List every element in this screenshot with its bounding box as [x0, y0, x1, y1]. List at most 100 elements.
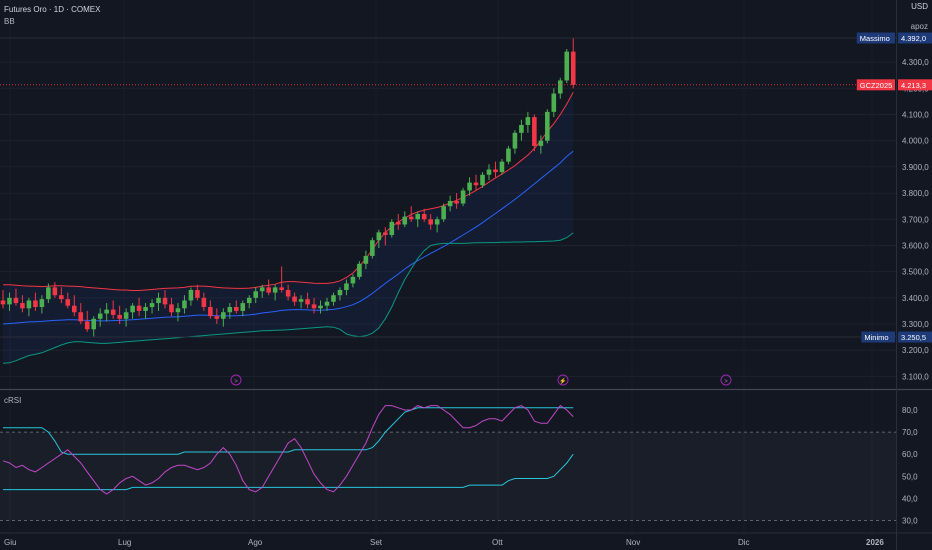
candle: [493, 161, 498, 178]
crsi-background-band: [0, 432, 896, 520]
candle: [149, 299, 155, 314]
candle-body: [7, 297, 12, 305]
candle-body: [20, 303, 25, 309]
candle: [350, 274, 356, 288]
candle-body: [421, 214, 427, 220]
candle: [525, 111, 531, 133]
candle-body: [525, 117, 531, 125]
candle: [305, 292, 310, 309]
time-tick-label: Dic: [738, 538, 750, 547]
candle-body: [65, 299, 71, 306]
candle-body: [570, 51, 576, 85]
candle-body: [519, 124, 524, 133]
candle-body: [117, 314, 122, 319]
currency-label[interactable]: USD: [911, 2, 928, 11]
candle: [532, 114, 537, 152]
candle: [182, 295, 187, 314]
candle: [97, 308, 103, 327]
candle-body: [46, 287, 51, 300]
candle: [110, 300, 116, 319]
chart-title: Futures Oro · 1D · COMEX: [4, 5, 101, 14]
candle: [337, 287, 343, 301]
crsi-tick-label: 50,0: [902, 472, 918, 481]
candle-body: [143, 307, 148, 311]
candle-body: [246, 297, 252, 304]
candle-body: [370, 240, 375, 256]
candle: [84, 310, 90, 332]
candle: [259, 284, 265, 298]
candle: [545, 109, 550, 144]
candle: [383, 227, 388, 246]
candle-body: [227, 307, 233, 313]
candle-body: [26, 300, 32, 309]
indicator-crsi-label[interactable]: cRSI: [4, 396, 22, 405]
price-tick-label: 3.100,0: [902, 372, 929, 381]
candle-body: [0, 300, 6, 305]
event-marker-icon[interactable]: >: [230, 374, 242, 386]
bb-upper-line: [3, 91, 574, 291]
candle-body: [557, 80, 563, 94]
candle-body: [337, 289, 343, 296]
candle-body: [389, 221, 395, 235]
candle: [59, 287, 64, 304]
price-tick-label: 3.200,0: [902, 346, 929, 355]
candle: [208, 300, 213, 319]
candle: [415, 211, 421, 228]
candle: [499, 159, 505, 175]
event-glyph: >: [234, 379, 238, 385]
candle: [402, 211, 408, 228]
candle-body: [33, 300, 38, 308]
candle-body: [493, 169, 498, 173]
candle: [551, 88, 557, 118]
candle-body: [480, 174, 485, 186]
candle: [370, 237, 375, 259]
candle-body: [240, 303, 246, 311]
candle: [467, 177, 472, 196]
candle: [104, 303, 109, 322]
price-axis[interactable]: 4.300,04.200,04.100,04.000,03.900,03.800…: [902, 58, 929, 525]
candle-body: [499, 161, 505, 173]
candle: [169, 297, 174, 317]
time-axis[interactable]: Giu Lug Ago Set Ott Nov Dic 2026: [0, 532, 932, 547]
candle-body: [130, 305, 135, 313]
candle-body: [441, 206, 446, 220]
crsi-pane: [0, 404, 896, 521]
event-markers[interactable]: > ⚡ >: [230, 374, 732, 386]
candle-body: [454, 200, 459, 204]
candle: [0, 289, 6, 309]
candle: [227, 303, 233, 319]
time-tick-label: Lug: [118, 538, 131, 547]
candle-body: [318, 305, 323, 309]
indicator-bb-label[interactable]: BB: [4, 17, 15, 26]
candle: [428, 214, 433, 230]
candle: [363, 250, 369, 270]
candle: [292, 292, 297, 306]
low-badge-label-box: [861, 331, 895, 343]
candle: [136, 297, 142, 317]
candle: [195, 284, 200, 301]
event-marker-icon[interactable]: ⚡: [557, 374, 569, 386]
scale-mode-label[interactable]: apoz: [910, 22, 928, 31]
candle-body: [13, 297, 19, 304]
candle-body: [311, 304, 317, 309]
candle: [434, 216, 440, 233]
main-grid: [0, 61, 896, 377]
crsi-tick-label: 60,0: [902, 450, 918, 459]
candle-body: [344, 283, 349, 290]
candle-body: [538, 140, 544, 146]
time-tick-label: Nov: [626, 538, 640, 547]
candle: [143, 303, 148, 319]
event-marker-icon[interactable]: >: [720, 374, 732, 386]
candle: [512, 130, 518, 154]
crsi-tick-label: 40,0: [902, 494, 918, 503]
candle-body: [188, 289, 194, 301]
candle: [188, 287, 194, 306]
candle-body: [305, 299, 310, 305]
candle: [506, 145, 511, 165]
time-tick-label: Set: [370, 538, 383, 547]
candle-body: [84, 321, 90, 330]
low-badge-value: 3.250,5: [901, 333, 926, 342]
low-badge-value-box: [898, 331, 932, 343]
candle-body: [162, 297, 168, 305]
